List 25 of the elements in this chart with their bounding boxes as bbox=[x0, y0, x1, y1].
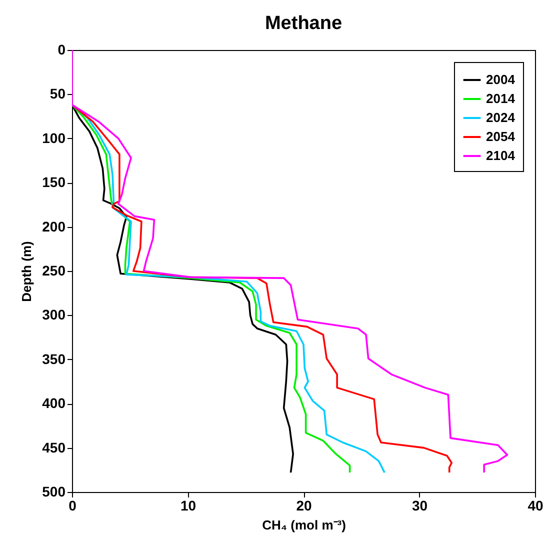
legend-label: 2054 bbox=[486, 129, 516, 144]
y-tick-label: 300 bbox=[42, 306, 66, 323]
x-axis-title: CH₄ (mol m⁻³) bbox=[262, 518, 346, 532]
y-tick-label: 50 bbox=[50, 86, 66, 102]
x-tick-label: 0 bbox=[68, 498, 77, 514]
legend-label: 2004 bbox=[486, 72, 516, 87]
line-series bbox=[72, 104, 453, 474]
x-tick-label: 10 bbox=[180, 498, 196, 514]
y-tick-label: 350 bbox=[42, 350, 66, 367]
x-tick-label: 30 bbox=[412, 498, 428, 514]
y-tick-label: 400 bbox=[42, 395, 66, 412]
y-tick-label: 200 bbox=[42, 218, 66, 234]
legend-label: 2104 bbox=[486, 148, 516, 163]
legend-label: 2024 bbox=[486, 110, 516, 125]
y-tick-label: 100 bbox=[42, 130, 66, 146]
y-tick-label: 450 bbox=[42, 439, 66, 456]
y-tick-label: 150 bbox=[42, 174, 66, 190]
legend-label: 2014 bbox=[486, 91, 516, 106]
y-axis-title: Depth (m) bbox=[19, 241, 34, 302]
x-tick-label: 20 bbox=[296, 498, 312, 514]
x-tick-label: 40 bbox=[528, 498, 544, 514]
y-tick-label: 500 bbox=[42, 484, 66, 500]
y-tick-label: 250 bbox=[42, 262, 66, 278]
chart-title: Methane bbox=[264, 13, 342, 34]
y-tick-label: 0 bbox=[58, 42, 66, 58]
